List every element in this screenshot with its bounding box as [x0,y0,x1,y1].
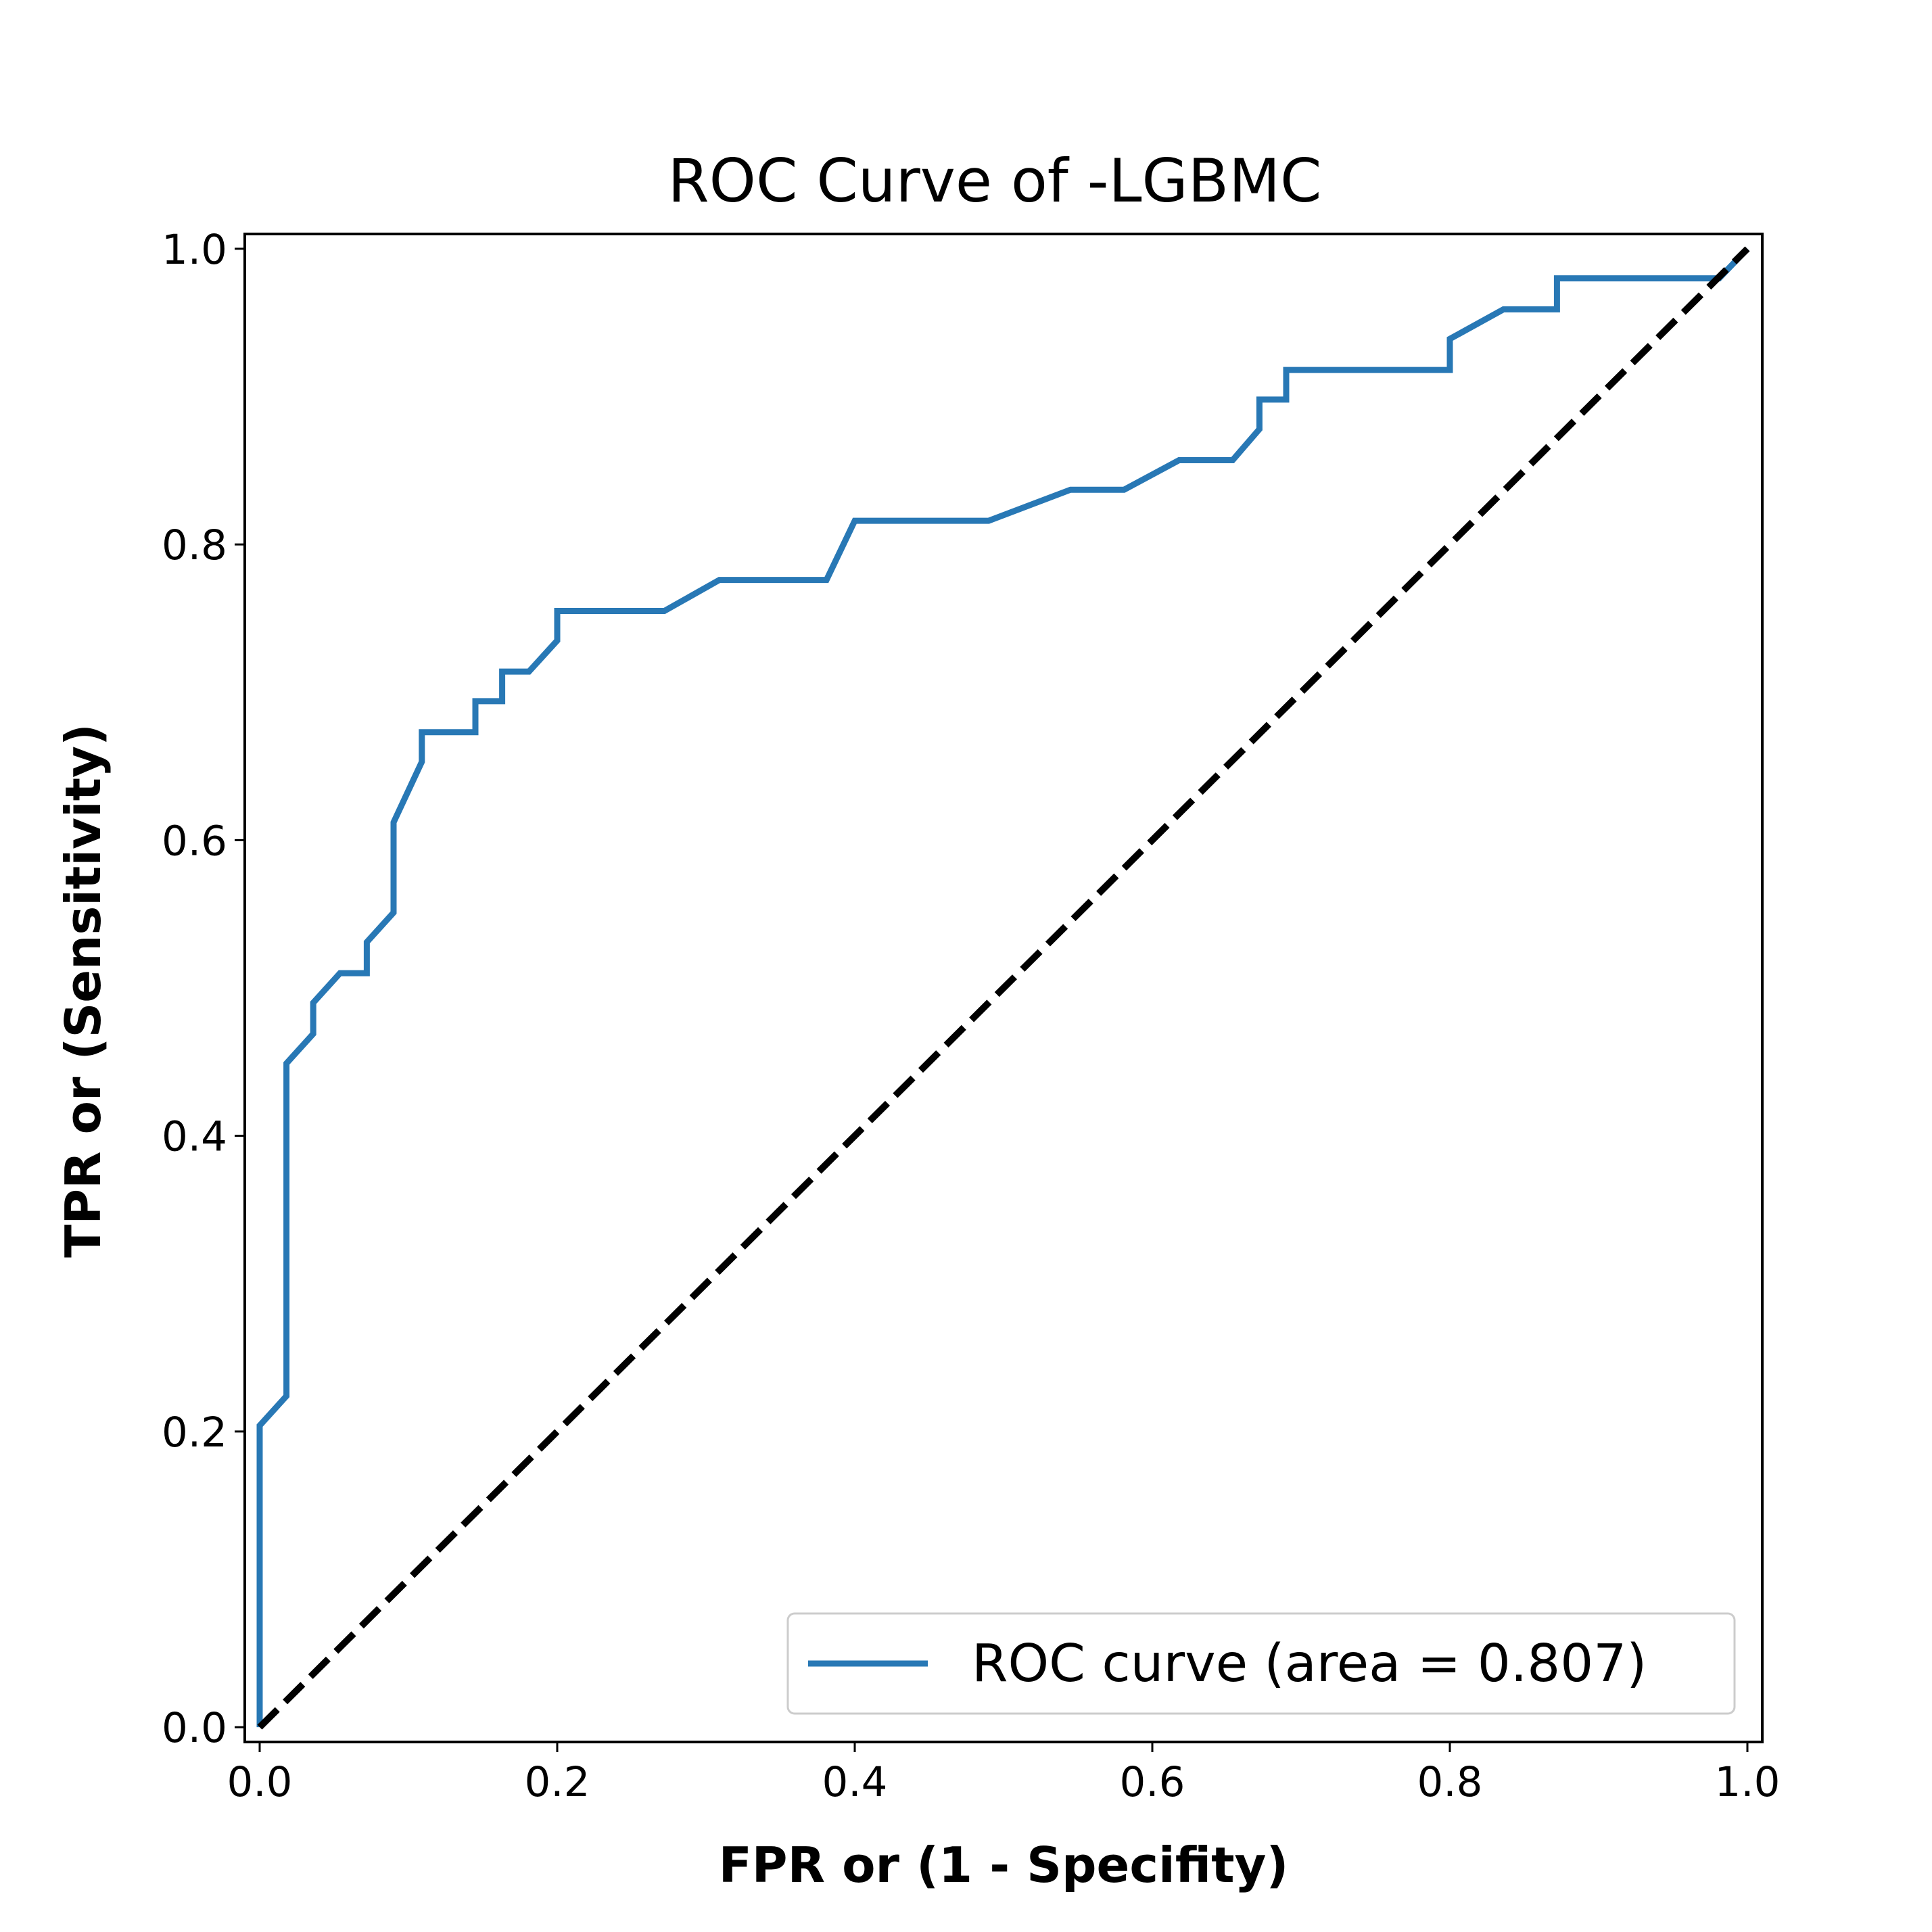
x-tick-label: 0.2 [524,1758,590,1806]
x-tick-label: 0.0 [227,1758,292,1806]
x-tick-label: 1.0 [1714,1758,1780,1806]
y-tick-label: 0.8 [162,521,227,569]
plot-frame [243,233,1764,1743]
x-tick-label: 0.6 [1119,1758,1185,1806]
roc-curve-line [256,246,1750,1728]
y-axis-ticks: 0.0 0.2 0.4 0.6 0.8 1.0 [162,226,245,1752]
y-tick-label: 0.4 [162,1113,227,1161]
y-axis-label: TPR or (Sensitivity) [55,724,112,1258]
plot-area [256,246,1750,1730]
y-tick-label: 0.2 [162,1409,227,1457]
legend-label-roc: ROC curve (area = 0.807) [972,1634,1647,1694]
x-tick-label: 0.8 [1417,1758,1482,1806]
x-axis-label: FPR or (1 - Specifity) [719,1837,1289,1893]
diagonal-reference-line [257,246,1750,1730]
y-tick-label: 0.6 [162,817,227,865]
x-tick-label: 0.4 [822,1758,887,1806]
legend: ROC curve (area = 0.807) [786,1612,1736,1715]
x-axis-ticks: 0.0 0.2 0.4 0.6 0.8 1.0 [227,1742,1781,1806]
y-tick-label: 0.0 [162,1704,227,1752]
legend-box [786,1612,1736,1715]
y-tick-label: 1.0 [162,226,227,274]
chart-title: ROC Curve of -LGBMC [668,146,1322,216]
